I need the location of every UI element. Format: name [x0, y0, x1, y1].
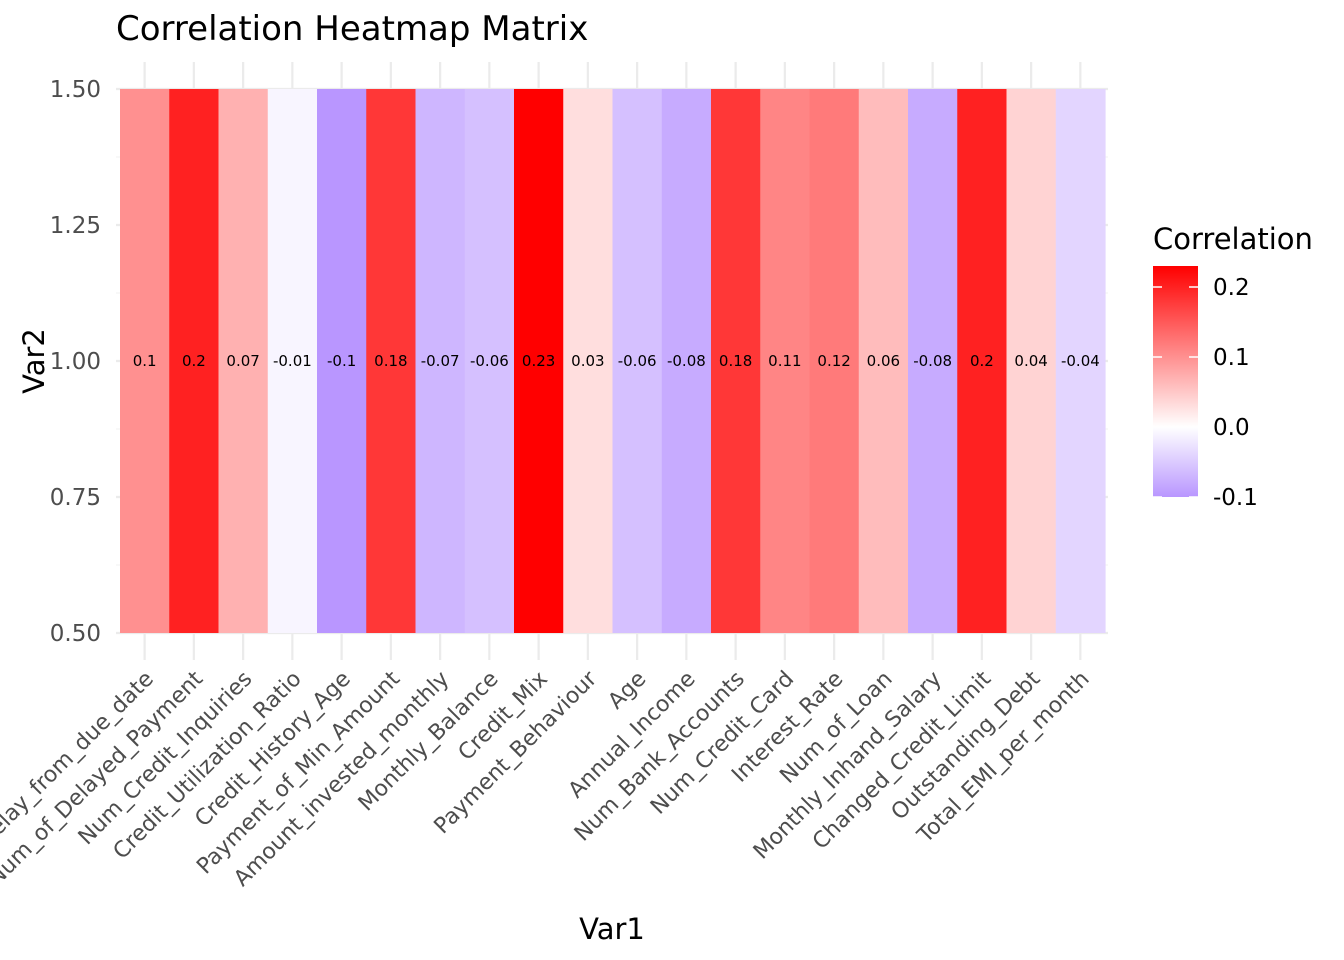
- cell-value-label: -0.07: [421, 352, 460, 370]
- heatmap-cell: [809, 89, 860, 633]
- y-tick-label: 0.50: [50, 621, 101, 647]
- heatmap-cell: [514, 89, 564, 633]
- cell-value-label: 0.06: [867, 352, 900, 370]
- cell-value-label: -0.1: [327, 352, 356, 370]
- cell-value-label: 0.1: [133, 352, 157, 370]
- heatmap-cell: [858, 89, 909, 633]
- cell-value-label: -0.08: [913, 352, 952, 370]
- cell-value-label: 0.23: [522, 352, 555, 370]
- y-tick-label: 1.50: [50, 77, 101, 103]
- legend-tick-label: 0.0: [1213, 415, 1250, 441]
- chart-title: Correlation Heatmap Matrix: [116, 9, 588, 49]
- cell-value-label: -0.08: [667, 352, 706, 370]
- cell-value-label: 0.18: [719, 352, 752, 370]
- heatmap-cell: [317, 89, 367, 633]
- heatmap-cell: [267, 89, 318, 633]
- heatmap-cell: [1055, 89, 1106, 633]
- heatmap-cell: [908, 89, 958, 633]
- heatmap-cell: [366, 89, 417, 633]
- cell-value-label: 0.12: [817, 352, 850, 370]
- cell-value-label: 0.11: [768, 352, 801, 370]
- y-tick-label: 1.00: [50, 349, 101, 375]
- legend-title: Correlation: [1153, 222, 1313, 256]
- heatmap-cell: [711, 89, 761, 633]
- x-axis-title: Var1: [579, 912, 645, 946]
- cell-value-labels: 0.1 0.2 0.07 -0.01 -0.1 0.18 -0.07 -0.06 0.23 0.0…: [133, 352, 1100, 370]
- cell-value-label: -0.01: [273, 352, 312, 370]
- heatmap-cell: [218, 89, 269, 633]
- legend-colorbar: [1153, 266, 1198, 497]
- heatmap-cell: [120, 89, 170, 633]
- heatmap-cell: [169, 89, 220, 633]
- cell-value-label: -0.06: [618, 352, 657, 370]
- heatmap-cell: [415, 89, 466, 633]
- heatmap-cell: [612, 89, 663, 633]
- cell-value-label: 0.04: [1014, 352, 1047, 370]
- y-tick-label: 0.75: [50, 485, 101, 511]
- y-tick-label: 1.25: [50, 213, 101, 239]
- cell-value-label: 0.07: [226, 352, 259, 370]
- heatmap-cell: [563, 89, 614, 633]
- x-axis-ticks: Delay_from_due_dateNum_of_Delayed_Paymen…: [0, 666, 1095, 892]
- heatmap-cell: [464, 89, 515, 633]
- legend-ticks: 0.2 0.1 0.0 -0.1: [1153, 275, 1258, 511]
- cell-value-label: 0.2: [182, 352, 206, 370]
- heatmap-cell: [957, 89, 1008, 633]
- heatmap-cells: [120, 89, 1106, 633]
- y-axis-ticks: 0.50 0.75 1.00 1.25 1.50: [50, 77, 101, 647]
- y-axis-title: Var2: [17, 328, 51, 394]
- cell-value-label: 0.18: [374, 352, 407, 370]
- cell-value-label: -0.06: [470, 352, 509, 370]
- heatmap-cell: [760, 89, 811, 633]
- cell-value-label: -0.04: [1061, 352, 1100, 370]
- cell-value-label: 0.2: [970, 352, 994, 370]
- legend-tick-label: 0.2: [1213, 275, 1250, 301]
- cell-value-label: 0.03: [571, 352, 604, 370]
- legend: Correlation 0.2 0.1 0.0 -0.1: [1153, 222, 1313, 511]
- heatmap-cell: [1006, 89, 1057, 633]
- legend-tick-label: -0.1: [1213, 485, 1258, 511]
- heatmap-cell: [661, 89, 712, 633]
- legend-tick-label: 0.1: [1213, 345, 1250, 371]
